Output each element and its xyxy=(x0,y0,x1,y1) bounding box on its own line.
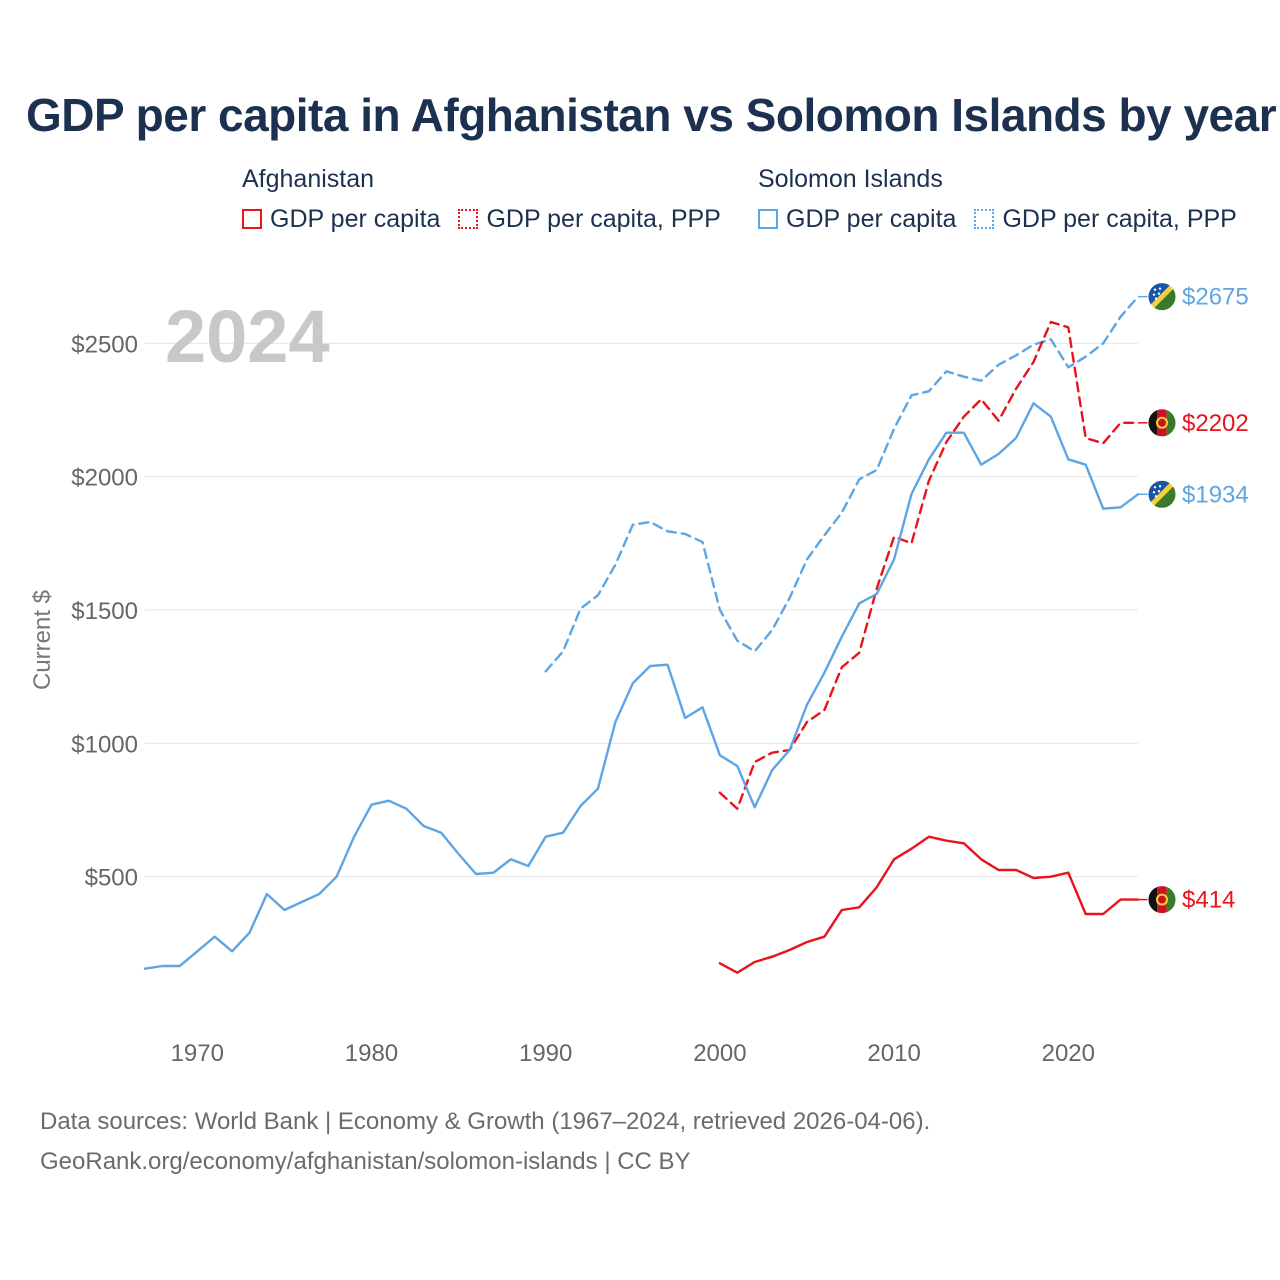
legend-item-solomon-gdp[interactable]: GDP per capita xyxy=(758,204,956,234)
legend-label: GDP per capita, PPP xyxy=(1002,205,1237,233)
year-watermark: 2024 xyxy=(165,295,330,378)
legend-group-name: Afghanistan xyxy=(242,165,375,193)
legend-label: GDP per capita, PPP xyxy=(486,205,721,233)
legend-swatch-solid xyxy=(758,209,778,229)
solomon-islands-flag-icon xyxy=(1147,479,1177,509)
y-tick-labels: $500 $1000 $1500 $2000 $2500 xyxy=(71,331,138,891)
y-tick-label: $2000 xyxy=(71,465,138,492)
y-tick-label: $1500 xyxy=(71,598,138,625)
legend-swatch-solid xyxy=(242,209,262,229)
end-value-label: $2202 xyxy=(1182,410,1249,437)
footer-sources: Data sources: World Bank | Economy & Gro… xyxy=(40,1108,931,1135)
legend-label: GDP per capita xyxy=(270,205,441,233)
y-axis-label: Current $ xyxy=(29,590,56,690)
series-lines xyxy=(143,295,1140,974)
x-tick-label: 1990 xyxy=(519,1040,572,1067)
legend-item-solomon-gdp-ppp[interactable]: GDP per capita, PPP xyxy=(974,204,1237,234)
afghanistan-flag-icon xyxy=(1147,408,1177,438)
legend-item-afghanistan-gdp-ppp[interactable]: GDP per capita, PPP xyxy=(458,204,721,234)
series-line-solomon-islands-gdp-per-capita-ppp xyxy=(544,295,1140,673)
footer-url: GeoRank.org/economy/afghanistan/solomon-… xyxy=(40,1148,691,1175)
legend-swatch-dotted xyxy=(458,209,479,229)
end-markers: $2675 $2202 $1934 $414 xyxy=(1138,282,1249,915)
chart-title: GDP per capita in Afghanistan vs Solomon… xyxy=(26,89,1277,141)
legend-group-solomon-islands: Solomon Islands GDP per capita GDP per c… xyxy=(758,162,1255,234)
series-line-afghanistan-gdp-per-capita xyxy=(718,835,1140,974)
y-tick-label: $2500 xyxy=(71,331,138,358)
y-tick-label: $1000 xyxy=(71,731,138,758)
solomon-islands-flag-icon xyxy=(1147,282,1177,312)
x-tick-label: 2010 xyxy=(867,1040,920,1067)
end-value-label: $1934 xyxy=(1182,481,1249,508)
legend-group-name: Solomon Islands xyxy=(758,165,943,193)
series-line-solomon-islands-gdp-per-capita xyxy=(143,402,1140,970)
x-tick-labels: 1970 1980 1990 2000 2010 2020 xyxy=(171,1040,1095,1067)
x-tick-label: 2020 xyxy=(1042,1040,1095,1067)
afghanistan-flag-icon xyxy=(1147,885,1177,915)
x-tick-label: 1970 xyxy=(171,1040,224,1067)
series-line-afghanistan-gdp-per-capita-ppp xyxy=(718,320,1140,810)
y-tick-label: $500 xyxy=(85,865,138,892)
x-tick-label: 1980 xyxy=(345,1040,398,1067)
legend-item-afghanistan-gdp[interactable]: GDP per capita xyxy=(242,204,440,234)
legend-swatch-dotted xyxy=(974,209,995,229)
gridlines xyxy=(145,342,1138,878)
end-value-label: $414 xyxy=(1182,887,1235,914)
legend-label: GDP per capita xyxy=(786,205,957,233)
legend-group-afghanistan: Afghanistan GDP per capita GDP per capit… xyxy=(242,162,739,234)
x-tick-label: 2000 xyxy=(693,1040,746,1067)
end-value-label: $2675 xyxy=(1182,284,1249,311)
